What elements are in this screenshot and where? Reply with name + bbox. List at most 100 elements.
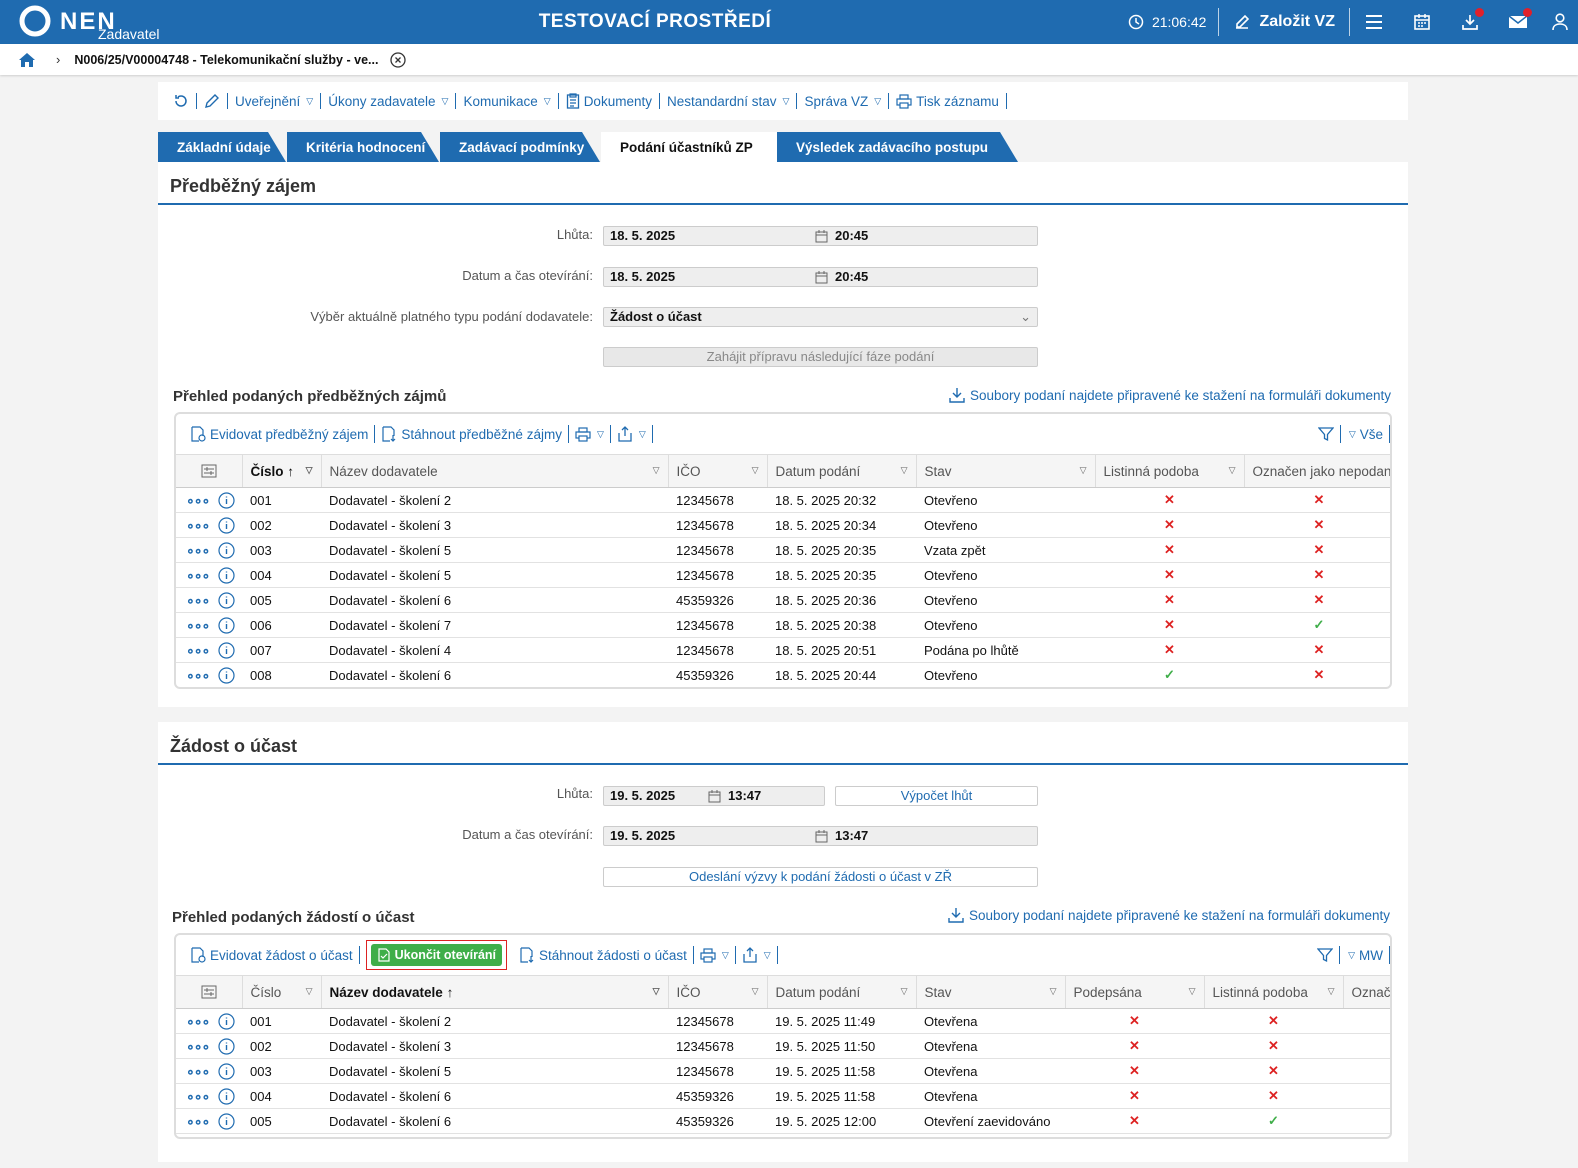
download-files-link[interactable]: Soubory podaní najdete připravené ke sta… — [949, 387, 1391, 403]
more-options-icon[interactable]: ∘∘∘ — [186, 1013, 210, 1029]
calendar-icon[interactable] — [815, 230, 828, 243]
info-icon[interactable] — [218, 491, 235, 509]
tab-procedure-result[interactable]: Výsledek zadávacího postupu — [777, 132, 1018, 162]
filter-button[interactable] — [1311, 946, 1341, 964]
more-options-icon[interactable]: ∘∘∘ — [186, 567, 210, 583]
filter-triangle-icon[interactable]: ▽ — [1049, 986, 1057, 996]
column-header-marked[interactable]: Označe — [1343, 975, 1390, 1009]
column-header-status[interactable]: Stav ▽ — [916, 975, 1066, 1009]
table-row[interactable]: ∘∘∘ 003 Dodavatel - školení 5 12345678 19. 5… — [176, 1058, 1390, 1084]
filter-triangle-icon[interactable]: ▽ — [900, 986, 908, 996]
table-row[interactable]: ∘∘∘ 002 Dodavatel - školení 3 12345678 18. 5… — [176, 512, 1390, 538]
menu-vz-management[interactable]: Správa VZ ▽ — [797, 93, 890, 109]
filter-triangle-icon[interactable]: ▽ — [305, 465, 313, 475]
download-files-link[interactable]: Soubory podaní najdete připravené ke sta… — [948, 907, 1390, 923]
info-icon[interactable] — [218, 516, 235, 534]
create-vz-button[interactable]: Založit VZ — [1219, 13, 1349, 31]
table-row[interactable]: ∘∘∘ 002 Dodavatel - školení 3 12345678 19. 5… — [176, 1033, 1390, 1059]
column-settings-header[interactable] — [176, 454, 243, 488]
download-requests-button[interactable]: Stáhnout žádosti o účast — [513, 946, 694, 964]
info-icon[interactable] — [218, 641, 235, 659]
download-interests-button[interactable]: Stáhnout předběžné zájmy — [375, 425, 569, 443]
menu-documents[interactable]: Dokumenty — [559, 93, 660, 109]
export-menu-button[interactable]: ▽ — [736, 946, 778, 964]
filter-triangle-icon[interactable]: ▽ — [652, 986, 660, 996]
menu-button[interactable] — [1350, 0, 1398, 44]
print-menu-button[interactable]: ▽ — [694, 946, 736, 964]
view-select[interactable]: ▽ MW — [1340, 946, 1390, 964]
more-options-icon[interactable]: ∘∘∘ — [186, 1088, 210, 1104]
filter-triangle-icon[interactable]: ▽ — [1327, 986, 1335, 996]
menu-nonstandard-state[interactable]: Nestandardní stav ▽ — [660, 93, 798, 109]
deadline-field[interactable]: 19. 5. 2025 13:47 — [603, 786, 825, 806]
more-options-icon[interactable]: ∘∘∘ — [186, 542, 210, 558]
menu-communication[interactable]: Komunikace ▽ — [456, 93, 559, 109]
calendar-icon[interactable] — [815, 830, 828, 843]
filter-triangle-icon[interactable]: ▽ — [1188, 986, 1196, 996]
column-header-status[interactable]: Stav ▽ — [916, 454, 1096, 488]
more-options-icon[interactable]: ∘∘∘ — [186, 667, 210, 683]
register-interest-button[interactable]: Evidovat předběžný zájem — [184, 425, 376, 443]
info-icon[interactable] — [218, 1062, 235, 1080]
refresh-button[interactable] — [166, 93, 197, 109]
table-row[interactable]: ∘∘∘ 007 Dodavatel - školení 4 12345678 18. 5… — [176, 637, 1390, 663]
menu-contracting-actions[interactable]: Úkony zadavatele ▽ — [321, 93, 457, 109]
filter-triangle-icon[interactable]: ▽ — [1079, 465, 1087, 475]
column-settings-header[interactable] — [176, 975, 243, 1009]
tab-participant-submissions[interactable]: Podání účastníků ZP — [601, 132, 777, 162]
downloads-button[interactable] — [1446, 0, 1494, 44]
register-request-button[interactable]: Evidovat žádost o účast — [184, 946, 360, 964]
tab-evaluation-criteria[interactable]: Kritéria hodnocení — [287, 132, 439, 162]
calculate-deadlines-button[interactable]: Výpočet lhůt — [835, 786, 1038, 806]
filter-triangle-icon[interactable]: ▽ — [751, 986, 759, 996]
filter-triangle-icon[interactable]: ▽ — [751, 465, 759, 475]
tab-basic-info[interactable]: Základní údaje — [158, 132, 286, 162]
more-options-icon[interactable]: ∘∘∘ — [186, 1063, 210, 1079]
more-options-icon[interactable]: ∘∘∘ — [186, 1038, 210, 1054]
column-header-ico[interactable]: IČO ▽ — [668, 975, 768, 1009]
tab-tender-conditions[interactable]: Zadávací podmínky — [440, 132, 600, 162]
more-options-icon[interactable]: ∘∘∘ — [186, 492, 210, 508]
column-header-submission-date[interactable]: Datum podání ▽ — [767, 975, 917, 1009]
info-icon[interactable] — [218, 1037, 235, 1055]
messages-button[interactable] — [1494, 0, 1542, 44]
column-header-marked-unsubmitted[interactable]: Označen jako nepodaný — [1244, 454, 1390, 488]
user-button[interactable] — [1542, 0, 1578, 44]
calendar-icon[interactable] — [815, 271, 828, 284]
print-menu-button[interactable]: ▽ — [569, 425, 611, 443]
close-circle-icon[interactable] — [390, 51, 407, 68]
start-next-phase-button[interactable]: Zahájit přípravu následující fáze podání — [603, 347, 1038, 367]
export-menu-button[interactable]: ▽ — [611, 425, 653, 443]
filter-triangle-icon[interactable]: ▽ — [652, 465, 660, 475]
table-row[interactable]: ∘∘∘ 004 Dodavatel - školení 5 12345678 18. 5… — [176, 562, 1390, 588]
table-row[interactable]: ∘∘∘ 008 Dodavatel - školení 6 45359326 18. 5… — [176, 662, 1390, 687]
edit-button[interactable] — [197, 93, 228, 109]
column-header-paper-form[interactable]: Listinná podoba ▽ — [1095, 454, 1245, 488]
column-header-signed[interactable]: Podepsána ▽ — [1065, 975, 1205, 1009]
info-icon[interactable] — [218, 1112, 235, 1130]
filter-button[interactable] — [1312, 425, 1341, 443]
send-invitation-button[interactable]: Odeslání výzvy k podání žádosti o účast … — [603, 867, 1038, 887]
view-select[interactable]: ▽ Vše — [1341, 425, 1390, 443]
opening-field[interactable]: 18. 5. 2025 20:45 — [603, 267, 1038, 287]
table-row[interactable]: ∘∘∘ 001 Dodavatel - školení 2 12345678 18. 5… — [176, 487, 1390, 513]
filter-triangle-icon[interactable]: ▽ — [900, 465, 908, 475]
column-header-supplier-name[interactable]: Název dodavatele ↑ ▽ — [321, 975, 669, 1009]
menu-publication[interactable]: Uveřejnění ▽ — [228, 93, 322, 109]
filter-triangle-icon[interactable]: ▽ — [305, 986, 313, 996]
more-options-icon[interactable]: ∘∘∘ — [186, 592, 210, 608]
column-header-submission-date[interactable]: Datum podání ▽ — [767, 454, 917, 488]
nen-logo[interactable]: NEN — [18, 4, 117, 38]
more-options-icon[interactable]: ∘∘∘ — [186, 517, 210, 533]
column-header-ico[interactable]: IČO ▽ — [668, 454, 768, 488]
info-icon[interactable] — [218, 566, 235, 584]
submission-type-select[interactable]: Žádost o účast ⌄ — [603, 307, 1038, 327]
column-header-number[interactable]: Číslo ↑ ▽ — [242, 454, 322, 488]
table-row[interactable]: ∘∘∘ 005 Dodavatel - školení 6 45359326 18. 5… — [176, 587, 1390, 613]
calendar-button[interactable] — [1398, 0, 1446, 44]
table-row[interactable]: ∘∘∘ 006 Dodavatel - školení 7 12345678 18. 5… — [176, 612, 1390, 638]
table-row[interactable]: ∘∘∘ 005 Dodavatel - školení 6 45359326 19. 5… — [176, 1108, 1390, 1134]
column-header-number[interactable]: Číslo ▽ — [242, 975, 322, 1009]
deadline-field[interactable]: 18. 5. 2025 20:45 — [603, 226, 1038, 246]
info-icon[interactable] — [218, 541, 235, 559]
